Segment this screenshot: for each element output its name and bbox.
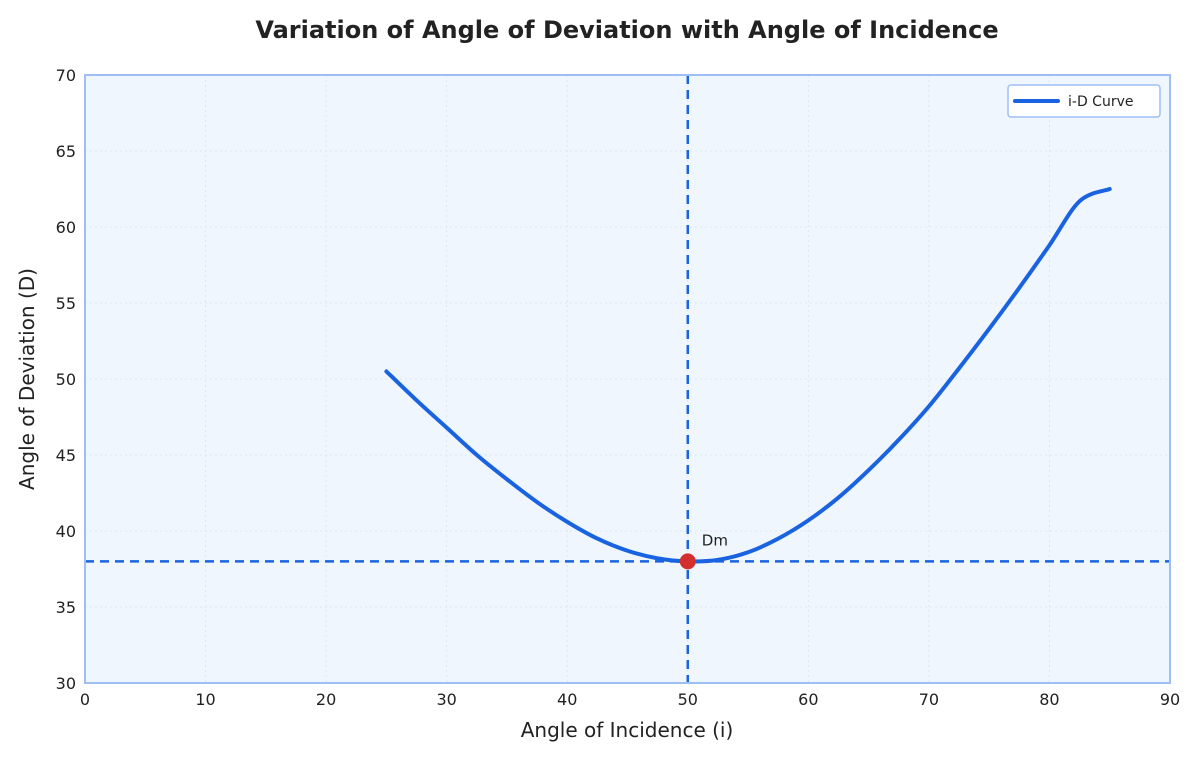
reference-lines	[85, 75, 1170, 683]
x-tick-label: 10	[195, 690, 215, 709]
grid	[85, 75, 1170, 683]
x-tick-label: 0	[80, 690, 90, 709]
minimum-deviation-label: Dm	[702, 531, 728, 549]
series-line-id-curve	[384, 187, 1112, 564]
y-tick-label: 55	[56, 294, 76, 313]
x-tick-label: 50	[678, 690, 698, 709]
legend-box	[1007, 84, 1161, 118]
x-tick-label: 30	[436, 690, 456, 709]
y-tick-label: 40	[56, 522, 76, 541]
x-tick-label: 40	[557, 690, 577, 709]
y-tick-label: 65	[56, 142, 76, 161]
y-tick-label: 45	[56, 446, 76, 465]
x-tick-label: 60	[798, 690, 818, 709]
legend: i-D Curve	[1007, 84, 1161, 118]
chart-title: Variation of Angle of Deviation with Ang…	[255, 16, 998, 44]
x-tick-label: 90	[1160, 690, 1180, 709]
x-tick-label: 80	[1039, 690, 1059, 709]
y-tick-label: 35	[56, 598, 76, 617]
legend-label: i-D Curve	[1068, 94, 1133, 110]
y-tick-label: 30	[56, 674, 76, 693]
y-tick-label: 70	[56, 66, 76, 85]
points-layer: Dm	[679, 531, 728, 570]
minimum-deviation-point	[679, 553, 696, 570]
y-tick-label: 50	[56, 370, 76, 389]
x-tick-label: 70	[919, 690, 939, 709]
y-axis-label: Angle of Deviation (D)	[15, 268, 39, 490]
series-layer	[384, 187, 1112, 564]
plot-border	[84, 74, 1171, 684]
y-axis-ticks: 30 35 40 45 50 55 60 65 70	[56, 66, 76, 693]
x-axis-label: Angle of Incidence (i)	[521, 718, 734, 742]
y-tick-label: 60	[56, 218, 76, 237]
x-tick-label: 20	[316, 690, 336, 709]
x-axis-ticks: 0 10 20 30 40 50 60 70 80 90	[80, 690, 1180, 709]
plot-area	[85, 75, 1170, 683]
